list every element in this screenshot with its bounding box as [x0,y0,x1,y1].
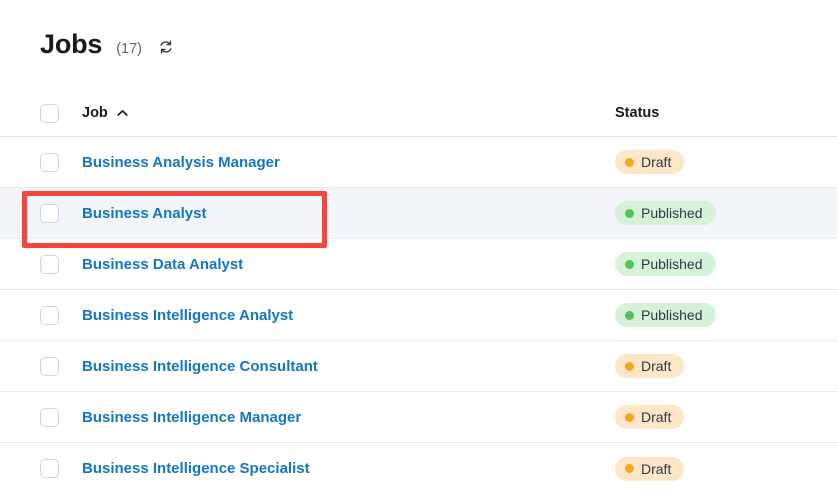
status-label: Published [641,205,703,221]
table-row[interactable]: Business Intelligence Manager Draft [0,392,837,443]
row-select-cell [40,152,82,172]
job-link[interactable]: Business Intelligence Consultant [82,357,318,375]
row-select-cell [40,254,82,274]
row-select-cell [40,407,82,427]
record-count: (17) [116,41,143,57]
row-select-cell [40,356,82,376]
status-cell: Draft [615,405,837,429]
select-all-checkbox[interactable] [40,103,59,123]
status-dot-icon [625,412,634,422]
status-dot-icon [625,361,634,371]
row-select-checkbox[interactable] [40,356,59,376]
row-select-checkbox[interactable] [40,254,59,274]
job-cell: Business Analyst [82,205,615,222]
table-row[interactable]: Business Intelligence Specialist Draft [0,443,837,494]
job-cell: Business Data Analyst [82,256,615,273]
table-header-row: Job Status [0,90,837,137]
job-cell: Business Intelligence Analyst [82,307,615,324]
job-link[interactable]: Business Intelligence Analyst [82,306,294,324]
job-link[interactable]: Business Intelligence Manager [82,408,302,426]
status-badge: Draft [615,354,685,378]
column-header-job[interactable]: Job [82,105,615,121]
status-label: Draft [641,460,672,477]
status-label: Draft [641,409,672,425]
status-badge: Draft [615,405,685,429]
row-select-checkbox[interactable] [40,203,59,223]
jobs-table: Job Status Business Analysis Manager Draf… [0,90,837,494]
status-cell: Draft [615,354,837,378]
table-body: Business Analysis Manager Draft Business A… [0,137,837,494]
chevron-up-icon[interactable] [117,109,128,117]
job-link[interactable]: Business Analyst [82,204,207,222]
table-row[interactable]: Business Intelligence Analyst Published [0,290,837,341]
refresh-icon[interactable] [156,37,176,57]
status-label: Draft [641,358,672,374]
status-badge: Published [615,303,716,327]
job-cell: Business Intelligence Manager [82,409,615,426]
status-badge: Draft [615,456,685,481]
status-badge: Published [615,252,716,276]
status-cell: Published [615,252,837,276]
status-cell: Draft [615,456,837,481]
job-link[interactable]: Business Analysis Manager [82,153,280,171]
row-select-cell [40,305,82,325]
table-row[interactable]: Business Analyst Published [0,188,837,239]
status-cell: Published [615,201,837,225]
job-cell: Business Intelligence Consultant [82,358,615,375]
job-cell: Business Intelligence Specialist [82,460,615,477]
row-select-checkbox[interactable] [40,305,59,325]
page-title: Jobs [40,29,103,59]
row-select-cell [40,459,82,478]
column-header-status-label: Status [615,105,660,121]
column-header-status[interactable]: Status [615,105,837,121]
status-label: Published [641,307,703,323]
row-select-checkbox[interactable] [40,152,59,172]
select-all-cell [40,103,82,123]
row-select-checkbox[interactable] [40,459,59,478]
status-label: Draft [641,154,672,170]
row-select-checkbox[interactable] [40,407,59,427]
job-link[interactable]: Business Data Analyst [82,255,244,273]
status-cell: Published [615,303,837,327]
status-badge: Draft [615,150,685,174]
status-dot-icon [625,259,634,269]
page-header: Jobs (17) [40,28,176,60]
status-badge: Published [615,201,716,225]
job-link[interactable]: Business Intelligence Specialist [82,460,310,477]
row-select-cell [40,203,82,223]
status-dot-icon [625,208,634,218]
status-dot-icon [625,464,634,473]
table-row[interactable]: Business Analysis Manager Draft [0,137,837,188]
table-row[interactable]: Business Intelligence Consultant Draft [0,341,837,392]
status-dot-icon [625,310,634,320]
status-dot-icon [625,157,634,167]
table-row[interactable]: Business Data Analyst Published [0,239,837,290]
column-header-job-label: Job [82,105,108,121]
job-cell: Business Analysis Manager [82,154,615,171]
status-cell: Draft [615,150,837,174]
status-label: Published [641,256,703,272]
